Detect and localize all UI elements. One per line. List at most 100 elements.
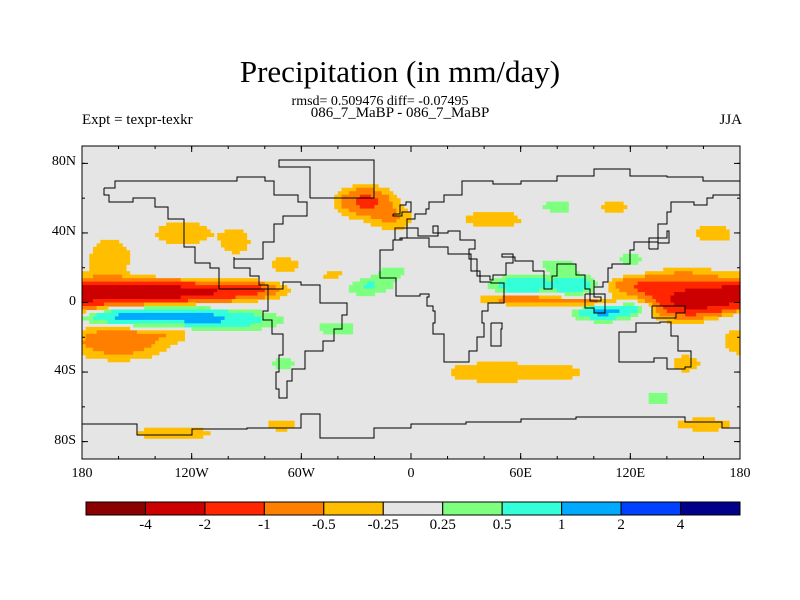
field-cell [714, 420, 719, 425]
field-cell [367, 208, 372, 213]
field-cell [696, 292, 701, 297]
field-cell [125, 292, 131, 297]
field-cell [557, 260, 562, 265]
field-cell [538, 372, 544, 377]
field-cell [732, 292, 737, 297]
field-cell [114, 330, 120, 335]
field-cell [85, 299, 90, 304]
field-cell [619, 205, 624, 210]
field-cell [725, 292, 730, 297]
field-cell [82, 295, 87, 300]
field-cell [527, 375, 533, 380]
field-cell [242, 285, 248, 290]
field-cell [469, 365, 474, 370]
field-cell [517, 288, 522, 293]
field-cell [688, 288, 694, 293]
field-cell [125, 295, 131, 300]
field-cell [162, 299, 167, 304]
field-cell [652, 274, 657, 279]
field-cell [151, 319, 156, 324]
field-cell [495, 288, 500, 293]
field-cell [571, 264, 577, 269]
field-cell [502, 361, 507, 366]
field-cell [688, 281, 694, 286]
field-cell [487, 215, 493, 220]
field-cell [279, 365, 284, 370]
field-cell [674, 292, 679, 297]
field-cell [465, 365, 471, 370]
field-cell [696, 305, 701, 311]
field-cell [188, 229, 193, 234]
field-cell [330, 274, 335, 279]
field-cell [147, 302, 153, 307]
field-cell [663, 292, 668, 297]
field-cell [564, 365, 569, 370]
field-cell [564, 292, 569, 297]
colorbar-swatch [680, 501, 741, 516]
field-cell [188, 323, 193, 328]
field-cell [136, 323, 142, 328]
field-cell [147, 434, 153, 439]
field-cell [206, 309, 211, 314]
field-cell [542, 278, 547, 283]
field-cell [140, 274, 145, 279]
field-cell [231, 326, 237, 331]
field-cell [184, 222, 189, 227]
field-cell [220, 323, 226, 328]
field-cell [82, 288, 87, 293]
field-cell [590, 309, 595, 314]
field-cell [85, 305, 90, 311]
field-cell [195, 431, 200, 436]
field-cell [173, 288, 178, 293]
field-cell [458, 375, 463, 380]
field-cell [136, 347, 142, 352]
field-cell [147, 299, 153, 304]
field-cell [663, 285, 668, 290]
field-cell [619, 292, 624, 297]
field-cell [560, 264, 566, 269]
field-cell [699, 288, 705, 293]
field-cell [235, 243, 240, 248]
field-cell [721, 312, 726, 318]
field-cell [180, 337, 185, 342]
field-cell [513, 379, 518, 384]
field-cell [118, 340, 123, 345]
field-cell [626, 257, 631, 262]
field-cell [92, 274, 98, 279]
field-cell [242, 299, 248, 304]
field-cell [107, 250, 112, 255]
field-cell [560, 372, 566, 377]
field-cell [264, 312, 270, 318]
field-cell [692, 274, 697, 279]
field-cell [400, 219, 405, 224]
field-cell [502, 368, 507, 373]
colorbar-label: 0.5 [492, 517, 512, 533]
field-cell [495, 295, 500, 300]
field-cell [144, 434, 149, 439]
field-cell [85, 354, 90, 359]
field-cell [502, 222, 507, 227]
field-cell [180, 312, 185, 318]
field-cell [681, 292, 686, 297]
field-cell [96, 302, 101, 307]
field-cell [557, 267, 562, 272]
field-cell [122, 344, 127, 349]
field-cell [250, 316, 255, 321]
field-cell [173, 337, 178, 342]
field-cell [363, 187, 368, 192]
field-cell [155, 319, 160, 324]
field-cell [111, 295, 116, 300]
field-cell [495, 375, 500, 380]
field-cell [575, 299, 580, 304]
field-cell [560, 375, 566, 380]
field-cell [458, 368, 463, 373]
field-cell [202, 225, 207, 231]
field-cell [272, 288, 277, 293]
field-cell [699, 281, 705, 286]
field-cell [524, 274, 529, 279]
field-cell [173, 278, 178, 283]
field-cell [575, 309, 580, 314]
field-cell [96, 267, 101, 272]
field-cell [729, 333, 734, 338]
field-cell [535, 372, 540, 377]
